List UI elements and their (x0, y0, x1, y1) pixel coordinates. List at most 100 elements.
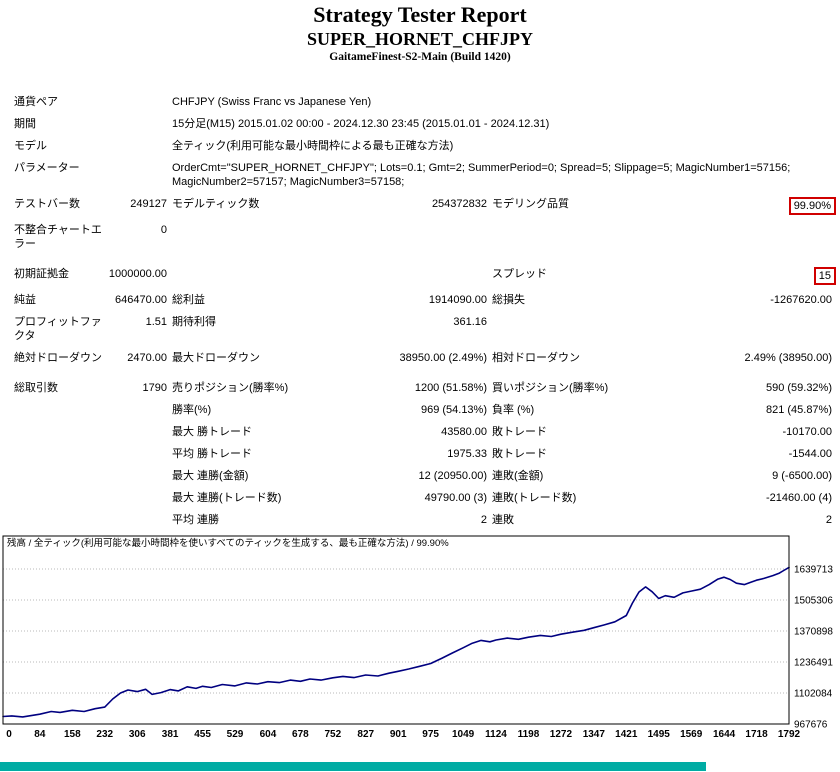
row-value: 15分足(M15) 2015.01.02 00:00 - 2024.12.30 … (172, 118, 550, 130)
x-axis-label: 306 (129, 729, 146, 739)
row-label: スプレッド (492, 268, 547, 280)
row-value: 1790 (142, 382, 167, 394)
row-label: 負率 (%) (492, 404, 535, 416)
row-label: 純益 (14, 294, 36, 306)
row-value: 9 (-6500.00) (772, 470, 832, 482)
report-row: 期間 15分足(M15) 2015.01.02 00:00 - 2024.12.3… (14, 117, 832, 131)
row-label: 期間 (14, 118, 36, 130)
report-row: 平均 勝トレード 1975.33 敗トレード -1544.00 (14, 447, 832, 461)
chart-caption: 残高 / 全ティック(利用可能な最小時間枠を使いすべてのティックを生成する、最も… (7, 537, 449, 549)
x-axis-label: 1792 (778, 729, 801, 739)
x-axis-label: 1124 (485, 729, 507, 739)
x-axis-label: 1272 (550, 729, 573, 739)
x-axis-label: 455 (194, 729, 211, 739)
row-label: 勝率(%) (172, 404, 212, 416)
row-value: 361.16 (453, 316, 487, 328)
report-row: パラメーター OrderCmt="SUPER_HORNET_CHFJPY"; Lo… (14, 161, 832, 189)
x-axis-label: 827 (357, 729, 374, 739)
x-axis-label: 1421 (615, 729, 638, 739)
report-row: 不整合チャートエラー 0 (14, 223, 832, 251)
report-title: Strategy Tester Report (313, 2, 527, 27)
x-axis-label: 678 (292, 729, 309, 739)
y-axis-label: 1639713 (794, 565, 833, 576)
row-value: 2470.00 (127, 352, 167, 364)
row-label: 売りポジション(勝率%) (172, 382, 289, 394)
row-label: 敗トレード (492, 426, 547, 438)
row-label: モデルティック数 (172, 198, 260, 210)
x-axis-label: 752 (324, 729, 341, 739)
x-axis-label: 1049 (452, 729, 475, 739)
row-label: 通貨ペア (14, 96, 58, 108)
chart-border (2, 535, 790, 725)
x-axis-label: 1347 (583, 729, 606, 739)
x-axis-label: 1718 (745, 729, 768, 739)
x-axis-label: 529 (227, 729, 244, 739)
row-label: 平均 勝トレード (172, 448, 253, 460)
report-row: 最大 連勝(金額) 12 (20950.00) 連敗(金額) 9 (-6500.00) (14, 469, 832, 483)
row-value: -1544.00 (788, 448, 832, 460)
row-label: モデリング品質 (492, 198, 569, 210)
row-label: 総損失 (492, 294, 525, 306)
row-value: 1914090.00 (428, 294, 487, 306)
row-label: プロフィットファクタ (14, 316, 102, 342)
row-value: 646470.00 (115, 294, 167, 306)
x-axis-label: 84 (34, 729, 46, 739)
row-label: 絶対ドローダウン (14, 352, 102, 364)
row-value: 15 (642, 267, 836, 285)
y-axis-label: 1102084 (794, 689, 833, 700)
row-value: -1267620.00 (770, 294, 832, 306)
x-axis-label: 901 (390, 729, 407, 739)
row-value: 全ティック(利用可能な最小時間枠による最も正確な方法) (172, 140, 454, 152)
y-axis-label: 967676 (794, 720, 828, 731)
chart-plot-area (3, 536, 789, 724)
row-value: 43580.00 (441, 426, 487, 438)
report-row: 絶対ドローダウン 2470.00 最大ドローダウン 38950.00 (2.49%) 相… (14, 351, 832, 365)
row-label: 最大 連勝(金額) (172, 470, 249, 482)
x-axis-label: 1495 (648, 729, 671, 739)
row-label: モデル (14, 140, 47, 152)
x-axis-label: 604 (260, 729, 277, 739)
row-label: テストバー数 (14, 198, 80, 210)
row-value: 249127 (130, 198, 167, 210)
x-axis-label: 158 (64, 729, 81, 739)
report-row: プロフィットファクタ 1.51 期待利得 361.16 (14, 315, 832, 343)
x-axis-label: 975 (422, 729, 439, 739)
row-label: 買いポジション(勝率%) (492, 382, 609, 394)
row-label: 平均 連勝 (172, 514, 220, 526)
row-label: 相対ドローダウン (492, 352, 580, 364)
row-value: -21460.00 (4) (765, 492, 832, 504)
row-label: 総利益 (172, 294, 205, 306)
row-value: 2 (825, 514, 832, 526)
x-axis-label: 0 (6, 729, 12, 739)
row-value: CHFJPY (Swiss Franc vs Japanese Yen) (172, 96, 372, 108)
row-value: OrderCmt="SUPER_HORNET_CHFJPY"; Lots=0.1… (172, 162, 791, 188)
row-value: 1200 (51.58%) (414, 382, 487, 394)
row-label: 連敗 (492, 514, 514, 526)
report-row: 通貨ペア CHFJPY (Swiss Franc vs Japanese Yen) (14, 95, 832, 109)
row-value: 1000000.00 (108, 268, 167, 280)
row-value: 1.51 (145, 316, 167, 328)
row-label: 初期証拠金 (14, 268, 69, 280)
value-highlight-box: 15 (813, 267, 836, 285)
balance-chart-svg: 967676 1102084 1236491 1370898 1505306 163971… (2, 535, 833, 740)
y-axis-label: 1370898 (794, 627, 833, 638)
report-row: 平均 連勝 2 連敗 2 (14, 513, 832, 527)
x-axis-label: 232 (96, 729, 113, 739)
row-value: 2.49% (38950.00) (744, 352, 832, 364)
row-value: 0 (160, 224, 167, 236)
report-server-build: GaitameFinest-S2-Main (Build 1420) (329, 51, 511, 63)
row-label: 敗トレード (492, 448, 547, 460)
bottom-scrollbar[interactable] (0, 762, 706, 771)
row-value: 2 (480, 514, 487, 526)
report-row: 勝率(%) 969 (54.13%) 負率 (%) 821 (45.87%) (14, 403, 832, 417)
row-value: -10170.00 (782, 426, 832, 438)
x-axis-label: 1644 (713, 729, 736, 739)
report-row: テストバー数 249127 モデルティック数 254372832 モデリング品質 99.9… (14, 197, 836, 215)
report-row: 最大 連勝(トレード数) 49790.00 (3) 連敗(トレード数) -21460.… (14, 491, 832, 505)
x-axis-label: 381 (162, 729, 179, 739)
row-value: 49790.00 (3) (424, 492, 487, 504)
y-axis-label: 1505306 (794, 596, 833, 607)
report-row: 総取引数 1790 売りポジション(勝率%) 1200 (51.58%) 買いポジション… (14, 381, 832, 395)
row-label: 不整合チャートエラー (14, 224, 102, 250)
